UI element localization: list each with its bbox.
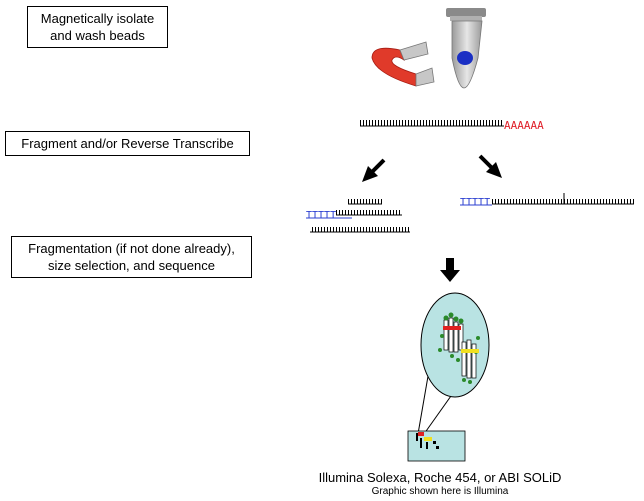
platform-caption: Illumina Solexa, Roche 454, or ABI SOLiD	[318, 470, 562, 485]
fragment-right	[460, 193, 634, 206]
magnet-icon	[371, 41, 435, 87]
flow-cell	[407, 430, 466, 462]
step-isolate-box: Magnetically isolate and wash beads	[27, 6, 168, 48]
poly-a-tail: AAAAAA	[504, 119, 544, 132]
fragment-left	[306, 199, 410, 233]
step-sequence-label: Fragmentation (if not done already), siz…	[28, 241, 235, 273]
dna-cluster-icon	[438, 312, 480, 384]
step-fragment-box: Fragment and/or Reverse Transcribe	[5, 131, 250, 156]
arrow-left-icon	[362, 158, 386, 182]
mrna-strand	[360, 120, 504, 127]
poly-t-primer-left: TTTTT	[306, 210, 336, 221]
arrow-right-icon	[478, 154, 502, 178]
tube-icon	[446, 8, 486, 89]
poly-t-primer-right: TTTTT	[460, 197, 490, 208]
arrow-down-icon	[440, 258, 460, 282]
graphic-note: Graphic shown here is Illumina	[371, 486, 509, 497]
step-fragment-label: Fragment and/or Reverse Transcribe	[21, 136, 234, 151]
step-isolate-label: Magnetically isolate and wash beads	[40, 11, 155, 43]
step-sequence-box: Fragmentation (if not done already), siz…	[11, 236, 252, 278]
